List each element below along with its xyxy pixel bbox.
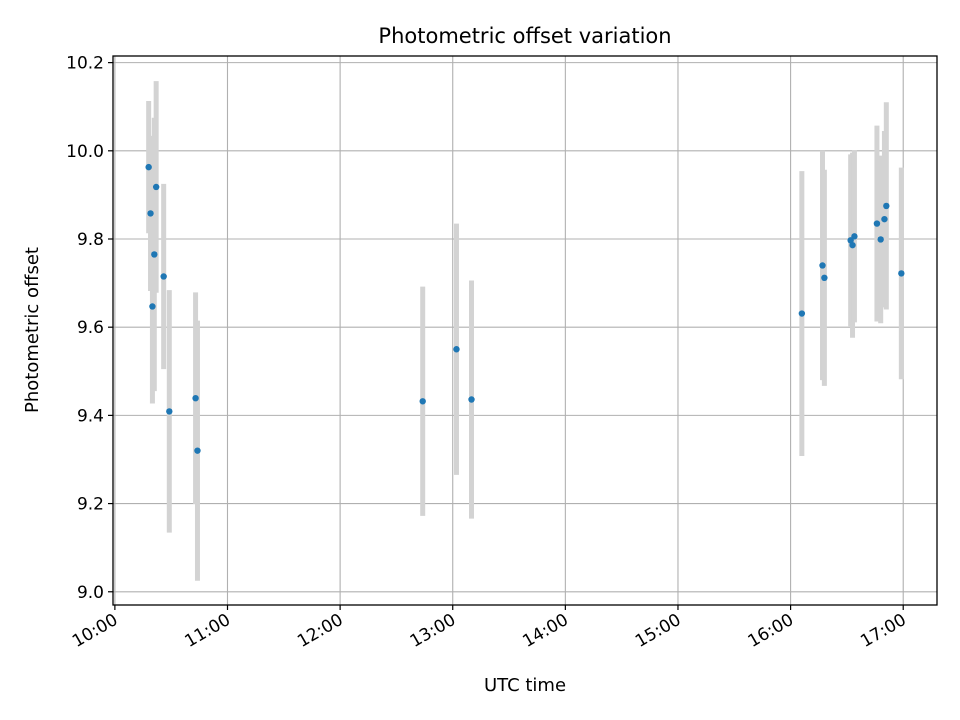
x-ticks: 10:00 11:00 12:00 13:00 14:00 15:00 16:00 17:00 [69, 605, 910, 652]
data-point [847, 237, 854, 244]
data-point [419, 398, 426, 405]
data-point [821, 274, 828, 282]
x-tick-label: 13:00 [407, 610, 459, 652]
data-point [166, 408, 173, 415]
x-tick-label: 12:00 [294, 610, 346, 652]
y-ticks: 9.0 9.2 9.4 9.6 9.8 10.0 10.2 [66, 54, 113, 603]
data-point [145, 163, 152, 171]
data-point [149, 303, 156, 310]
data-point [851, 233, 858, 240]
x-axis-title: UTC time [484, 675, 566, 696]
y-tick-label: 10.0 [66, 142, 104, 162]
x-tick-label: 10:00 [69, 610, 121, 652]
y-tick-label: 9.2 [77, 495, 104, 515]
data-point [881, 215, 888, 223]
y-tick-label: 9.4 [77, 406, 104, 426]
x-tick-label: 17:00 [857, 610, 909, 652]
data-point [849, 241, 856, 249]
x-tick-label: 15:00 [632, 610, 684, 652]
data-point [192, 394, 199, 402]
chart-title: Photometric offset variation [378, 24, 671, 48]
y-tick-label: 9.0 [77, 583, 104, 603]
y-tick-label: 10.2 [66, 54, 104, 74]
plot-area [113, 56, 937, 605]
y-tick-label: 9.8 [77, 230, 104, 250]
data-point [453, 346, 460, 353]
data-point [194, 447, 201, 454]
x-tick-label: 11:00 [182, 610, 234, 652]
data-point [877, 236, 884, 243]
y-axis-title: Photometric offset [22, 247, 43, 413]
data-point [147, 210, 154, 217]
data-point [898, 270, 905, 277]
data-point [151, 251, 158, 258]
data-point [819, 262, 826, 269]
data-point [873, 220, 881, 227]
data-point [160, 273, 167, 280]
data-point [468, 396, 475, 403]
plot-frame [112, 55, 938, 606]
y-tick-label: 9.6 [77, 318, 104, 338]
x-tick-label: 14:00 [519, 610, 571, 652]
data-point [152, 183, 160, 191]
data-point [883, 202, 890, 210]
data-point [798, 310, 806, 317]
x-tick-label: 16:00 [745, 610, 797, 652]
data-points [145, 163, 905, 454]
